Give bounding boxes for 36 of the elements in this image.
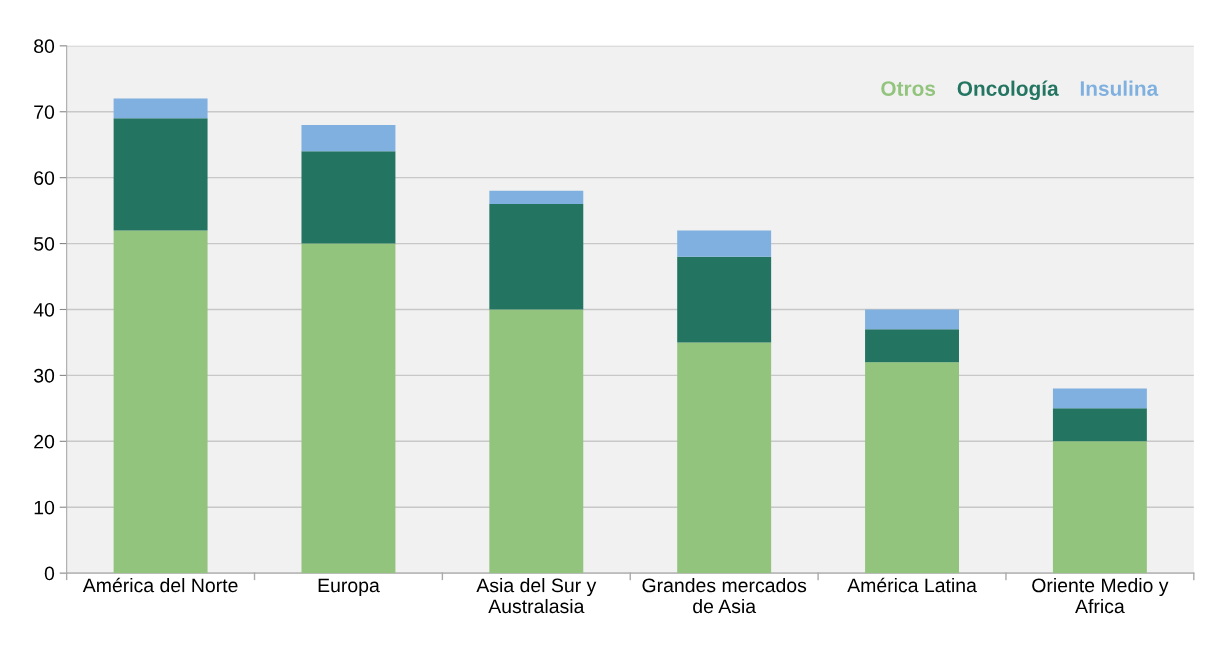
y-tick-label: 0 bbox=[44, 566, 55, 581]
x-tick-label: Oriente Medio y Africa bbox=[1032, 577, 1169, 614]
bar bbox=[1052, 408, 1147, 442]
x-tick-label: América del Norte bbox=[82, 577, 238, 593]
bar bbox=[489, 309, 584, 574]
bar bbox=[677, 342, 772, 574]
y-tick-label: 40 bbox=[33, 302, 55, 317]
text: Insulina bbox=[1080, 80, 1159, 96]
y-tick-label: 10 bbox=[34, 500, 55, 515]
bar bbox=[677, 256, 772, 343]
bar bbox=[865, 329, 959, 363]
bar bbox=[1052, 388, 1147, 409]
bar bbox=[113, 230, 208, 574]
bar bbox=[865, 309, 959, 330]
text: Otros bbox=[881, 81, 936, 96]
x-tick-label: Grandes mercados de Asia bbox=[642, 577, 807, 614]
y-tick-label: 20 bbox=[34, 434, 55, 449]
bar bbox=[677, 230, 772, 257]
bar bbox=[301, 124, 396, 152]
bar bbox=[301, 243, 396, 574]
y-tick-label: 70 bbox=[34, 105, 55, 119]
y-tick-label: 60 bbox=[34, 171, 55, 185]
bar bbox=[113, 98, 208, 119]
bar bbox=[301, 151, 396, 244]
bar bbox=[865, 362, 959, 574]
text: Oncología bbox=[957, 80, 1059, 101]
y-tick-label: 80 bbox=[34, 39, 55, 54]
x-tick-label: Asia del Sur y Australasia bbox=[476, 577, 597, 614]
y-tick-label: 30 bbox=[33, 368, 55, 383]
x-tick-label: Europa bbox=[318, 578, 380, 597]
bar bbox=[489, 204, 584, 310]
bar bbox=[113, 118, 208, 231]
x-tick-label: América Latina bbox=[847, 577, 977, 593]
bar bbox=[489, 190, 584, 205]
y-tick-label: 50 bbox=[34, 237, 55, 251]
bar bbox=[1052, 441, 1147, 574]
